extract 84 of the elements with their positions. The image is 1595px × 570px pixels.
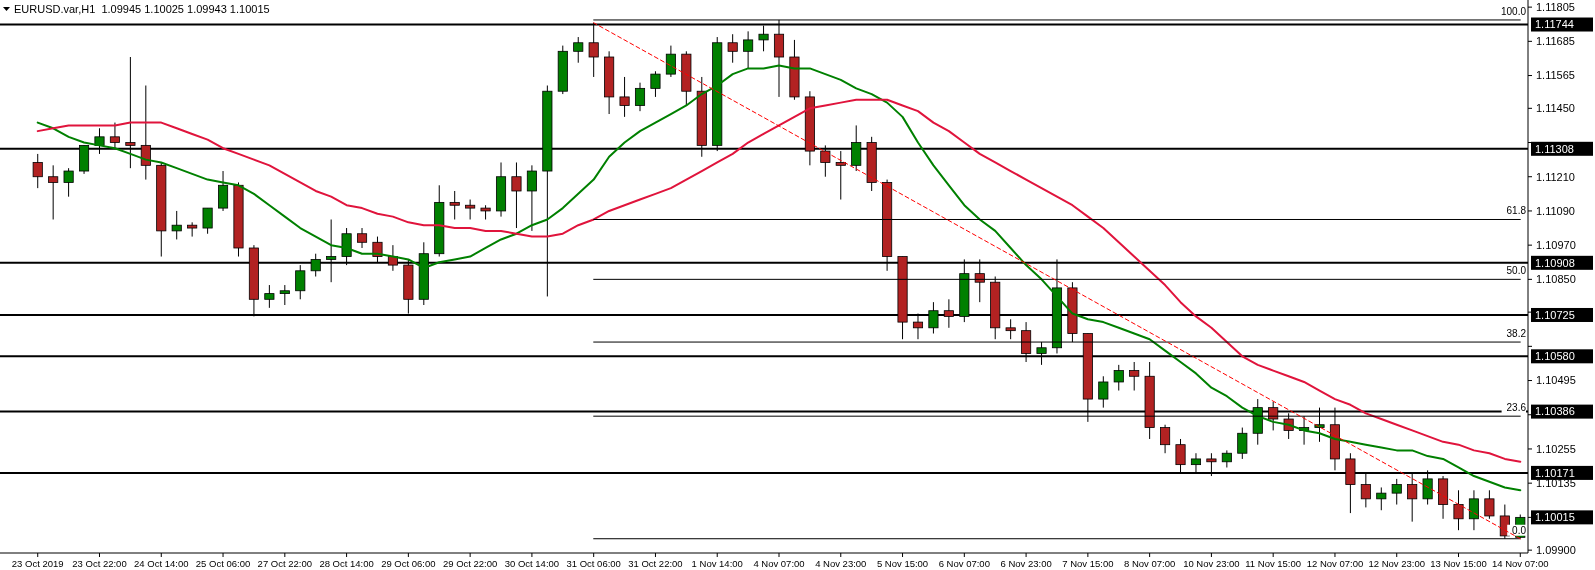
- candlestick: [32, 153, 43, 189]
- candlestick: [511, 161, 522, 229]
- x-tick-label: 24 Oct 14:00: [134, 558, 189, 569]
- candlestick: [218, 170, 229, 212]
- candlestick: [1160, 424, 1171, 454]
- candlestick: [1468, 489, 1479, 531]
- y-tick-label: 1.10970: [1536, 238, 1576, 251]
- candlestick: [1391, 478, 1402, 506]
- candlestick: [357, 227, 368, 249]
- candlestick: [1098, 375, 1109, 409]
- x-tick-label: 13 Nov 15:00: [1430, 558, 1487, 569]
- x-tick-label: 31 Oct 22:00: [628, 558, 683, 569]
- candlestick: [465, 199, 476, 220]
- candlestick: [63, 167, 74, 198]
- x-tick-label: 4 Nov 23:00: [815, 558, 867, 569]
- y-tick-label: 1.11090: [1536, 204, 1575, 217]
- candlestick: [573, 36, 584, 64]
- ref-line-label: 1.10386: [1535, 405, 1575, 418]
- x-tick-label: 30 Oct 14:00: [504, 558, 560, 569]
- y-tick-label: 1.10495: [1536, 374, 1576, 387]
- candlestick: [727, 33, 738, 64]
- chart-title: EURUSD.var,H1 1.09945 1.10025 1.09943 1.10015: [14, 3, 270, 15]
- x-tick-label: 23 Oct 22:00: [72, 558, 127, 569]
- x-tick-label: 11 Nov 15:00: [1245, 558, 1302, 569]
- candlestick: [109, 122, 120, 149]
- x-tick-label: 29 Oct 06:00: [381, 558, 436, 569]
- candlestick: [264, 284, 275, 309]
- x-tick-label: 12 Nov 07:00: [1306, 558, 1364, 569]
- y-tick-label: 1.11805: [1536, 0, 1575, 13]
- x-tick-label: 10 Nov 23:00: [1183, 558, 1240, 569]
- y-tick-label: 1.10255: [1536, 442, 1576, 455]
- x-tick-label: 5 Nov 15:00: [876, 558, 929, 569]
- x-tick-label: 28 Oct 14:00: [319, 558, 374, 569]
- annotation: 38.2: [1506, 328, 1527, 340]
- ref-line-label: 1.10908: [1535, 256, 1575, 269]
- x-tick-label: 27 Oct 22:00: [257, 558, 313, 569]
- ref-line-label: 1.11744: [1535, 18, 1574, 31]
- annotation: 61.8: [1506, 205, 1527, 217]
- candlestick: [1129, 361, 1140, 392]
- x-tick-label: 29 Oct 22:00: [442, 558, 498, 569]
- candlestick: [1221, 449, 1232, 468]
- candlestick: [619, 76, 630, 118]
- x-tick-label: 4 Nov 07:00: [753, 558, 805, 569]
- x-tick-label: 6 Nov 07:00: [938, 558, 990, 569]
- annotation: 0.0: [1512, 524, 1527, 536]
- y-tick-label: 1.11210: [1536, 170, 1575, 183]
- candlestick: [279, 284, 290, 306]
- y-tick-label: 1.09900: [1536, 544, 1576, 556]
- y-tick-label: 1.11685: [1536, 35, 1575, 48]
- ref-line-label: 1.10171: [1535, 466, 1575, 479]
- candlestick: [634, 82, 646, 112]
- ref-line-label: 1.10725: [1535, 308, 1575, 321]
- annotation: 23.6: [1506, 402, 1527, 414]
- candlestick: [1005, 318, 1016, 340]
- candlestick: [1113, 364, 1124, 392]
- y-tick-label: 1.11565: [1536, 69, 1575, 82]
- candlestick: [171, 210, 182, 240]
- annotation: 100.0: [1500, 5, 1527, 17]
- x-tick-label: 25 Oct 06:00: [195, 558, 251, 569]
- candlestick: [650, 70, 661, 98]
- candlestick: [526, 164, 537, 232]
- candlestick: [1376, 486, 1387, 511]
- x-tick-label: 12 Nov 23:00: [1368, 558, 1425, 569]
- x-tick-label: 1 Nov 14:00: [691, 558, 743, 569]
- candlestick: [665, 45, 676, 78]
- candlestick: [1453, 489, 1464, 531]
- ref-line-label: 1.11308: [1535, 142, 1574, 155]
- candlestick: [449, 190, 460, 220]
- x-tick-label: 31 Oct 06:00: [566, 558, 621, 569]
- y-tick-label: 1.11450: [1536, 102, 1575, 115]
- text: 1.10015: [1535, 511, 1575, 524]
- x-tick-label: 8 Nov 07:00: [1124, 558, 1176, 569]
- ref-line-label: 1.10580: [1535, 350, 1575, 363]
- x-tick-label: 23 Oct 2019: [11, 558, 64, 569]
- y-tick-label: 1.10850: [1536, 273, 1576, 286]
- x-tick-label: 14 Nov 07:00: [1492, 558, 1549, 569]
- x-tick-label: 7 Nov 15:00: [1062, 558, 1114, 569]
- candlestick: [48, 164, 59, 220]
- candlestick: [1484, 489, 1495, 520]
- candlestick: [1237, 427, 1248, 460]
- y-tick-label: 1.10135: [1536, 477, 1576, 490]
- annotation: 50.0: [1506, 265, 1527, 277]
- x-tick-label: 6 Nov 23:00: [1000, 558, 1052, 569]
- candlestick: [202, 207, 213, 235]
